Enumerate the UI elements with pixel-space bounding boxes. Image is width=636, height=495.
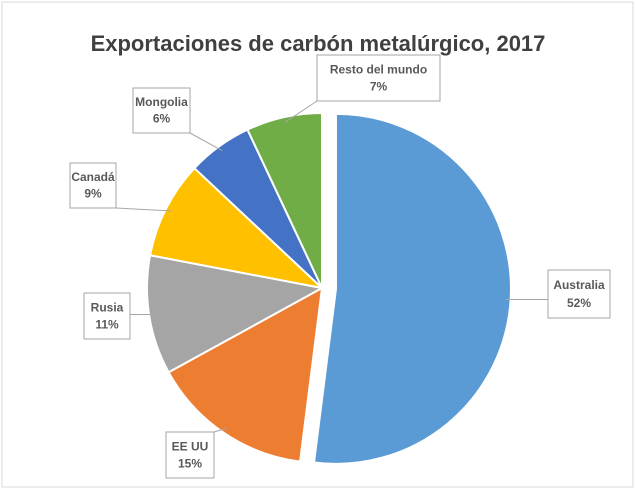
value-label: 11% [95, 317, 119, 331]
leader-line [115, 207, 171, 212]
chart-title: Exportaciones de carbón metalúrgico, 201… [91, 31, 546, 56]
category-label: Rusia [91, 300, 124, 314]
value-label: 52% [567, 296, 591, 310]
value-label: 7% [370, 79, 388, 93]
value-label: 15% [178, 456, 202, 470]
pie-slice [167, 286, 324, 463]
value-label: 6% [153, 112, 171, 126]
pie-slice [146, 254, 325, 374]
category-label: Canadá [71, 170, 115, 184]
pie-slice [246, 111, 323, 289]
category-label: Resto del mundo [330, 62, 427, 76]
label-box [165, 431, 215, 479]
pie-slice [148, 166, 326, 290]
label-box [83, 292, 131, 340]
category-label: Mongolia [135, 95, 188, 109]
category-label: EE UU [172, 439, 209, 453]
value-label: 9% [84, 187, 102, 201]
leader-line [189, 132, 223, 152]
leader-line [213, 427, 227, 433]
label-box [132, 87, 191, 134]
category-label: Australia [553, 278, 605, 292]
leader-line [284, 100, 318, 123]
label-box [316, 54, 441, 102]
label-box [547, 269, 611, 319]
label-box [69, 162, 117, 209]
